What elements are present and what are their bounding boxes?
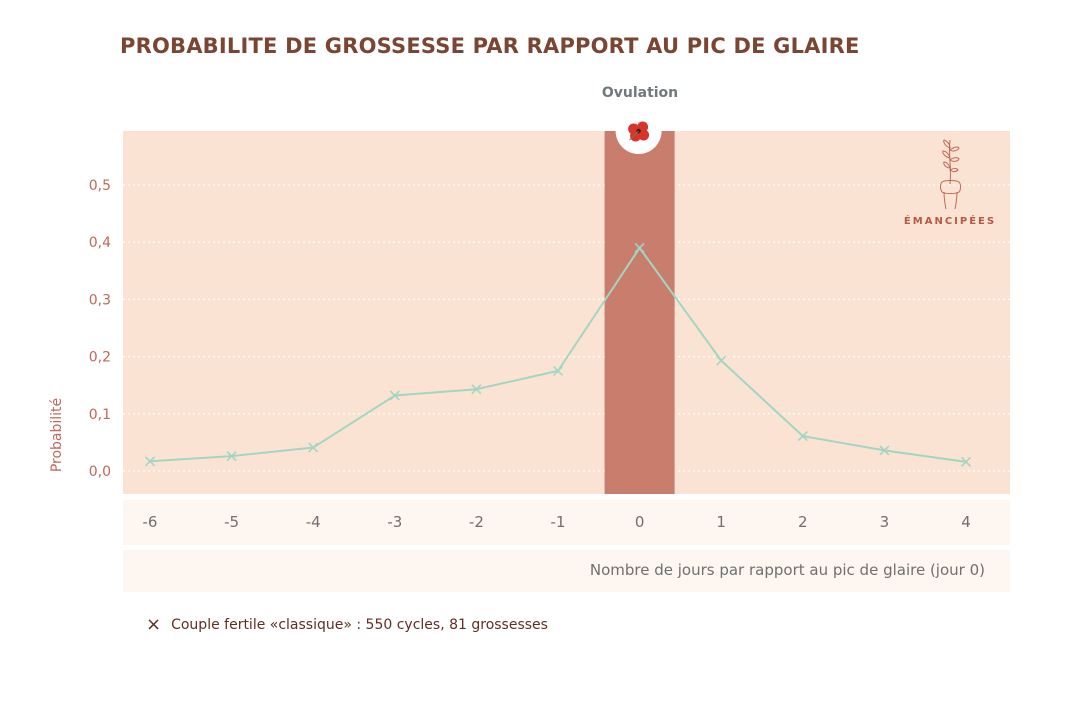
ovulation-label: Ovulation [601, 85, 679, 101]
x-tick-label: 3 [880, 513, 890, 531]
x-tick-label: 4 [961, 513, 971, 531]
data-point-marker [634, 242, 645, 253]
plot-area [123, 131, 1010, 494]
x-tick-label: 0 [635, 513, 645, 531]
x-tick-label: -3 [387, 513, 402, 531]
x-axis-band [123, 500, 1010, 545]
data-point-marker [716, 355, 727, 366]
data-point-marker [389, 390, 400, 401]
y-tick-label: 0,5 [89, 178, 111, 194]
y-tick-label: 0,3 [89, 292, 111, 308]
data-point-marker [879, 445, 890, 456]
hand-holding-plant-icon [940, 139, 961, 210]
data-point-marker [308, 442, 319, 453]
data-point-marker [797, 431, 808, 442]
ovulation-band [604, 131, 675, 494]
data-point-marker [144, 456, 156, 467]
y-tick-label: 0,2 [89, 350, 111, 366]
data-point-marker [471, 384, 482, 395]
legend-label: Couple fertile «classique» : 550 cycles,… [171, 617, 548, 633]
poppy-flower-icon [628, 121, 650, 142]
chart-title: PROBABILITE DE GROSSESSE PAR RAPPORT AU … [120, 34, 860, 58]
x-tick-label: 2 [798, 513, 808, 531]
brand-logo: ÉMANCIPÉES [900, 138, 1000, 227]
x-tick-label: 1 [716, 513, 726, 531]
y-tick-label: 0,1 [89, 407, 111, 423]
x-tick-label: -2 [469, 513, 484, 531]
legend-cross-marker-icon: × [146, 614, 162, 635]
x-axis-label: Nombre de jours par rapport au pic de gl… [589, 561, 985, 579]
data-point-marker [552, 365, 564, 376]
x-tick-label: -6 [143, 513, 158, 531]
data-point-marker [960, 456, 972, 467]
data-point-marker [226, 451, 237, 462]
x-tick-label: -4 [306, 513, 321, 531]
legend: × Couple fertile «classique» : 550 cycle… [146, 616, 548, 634]
y-tick-label: 0,0 [89, 464, 111, 480]
x-tick-label: -1 [551, 513, 566, 531]
x-tick-label: -5 [224, 513, 239, 531]
y-tick-label: 0,4 [89, 235, 111, 251]
brand-name: ÉMANCIPÉES [903, 216, 997, 227]
x-axis-label-band: Nombre de jours par rapport au pic de gl… [123, 550, 1010, 592]
